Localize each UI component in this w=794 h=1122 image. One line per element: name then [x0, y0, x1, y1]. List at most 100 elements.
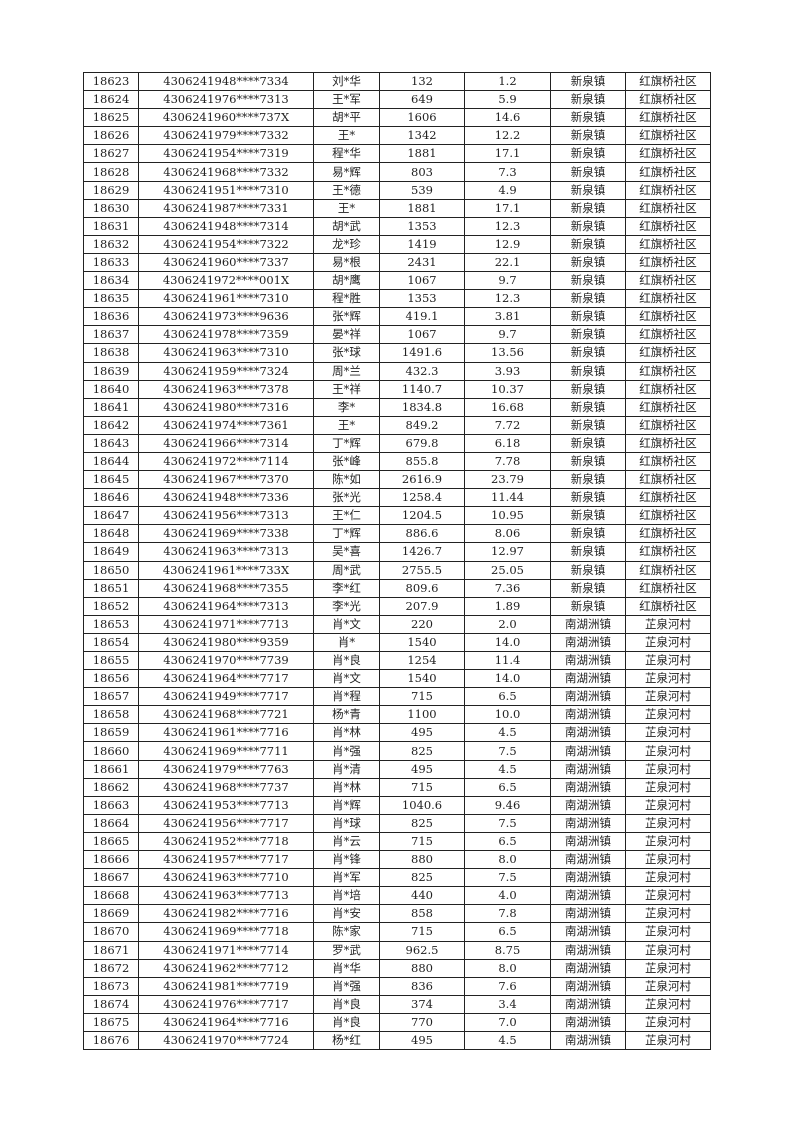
name-cell: 程*华	[313, 144, 380, 164]
name-cell: 王*祥	[313, 379, 380, 399]
id-number-cell: 4306241952****7718	[138, 831, 314, 852]
id-number-cell: 4306241953****7713	[138, 795, 314, 815]
town-cell: 新泉镇	[550, 307, 626, 327]
amount-cell: 1040.6	[379, 795, 465, 815]
name-cell: 王*德	[313, 180, 380, 200]
row-number-cell: 18635	[83, 289, 139, 309]
table-row: 18631 4306241948****7314 胡*武 1353 12.3 新泉镇 红旗桥…	[83, 216, 711, 236]
row-number-cell: 18643	[83, 433, 139, 453]
value-cell: 6.5	[464, 922, 551, 942]
row-number-cell: 18658	[83, 705, 139, 725]
town-cell: 新泉镇	[550, 560, 626, 580]
row-number-cell: 18674	[83, 994, 139, 1014]
name-cell: 易*根	[313, 252, 380, 273]
row-number-cell: 18641	[83, 397, 139, 417]
id-number-cell: 4306241954****7322	[138, 234, 314, 254]
amount-cell: 855.8	[379, 451, 465, 472]
village-cell: 红旗桥社区	[625, 180, 711, 200]
village-cell: 红旗桥社区	[625, 144, 711, 164]
town-cell: 新泉镇	[550, 90, 626, 110]
amount-cell: 880	[379, 958, 465, 978]
row-number-cell: 18640	[83, 379, 139, 399]
value-cell: 12.2	[464, 126, 551, 146]
row-number-cell: 18650	[83, 560, 139, 580]
town-cell: 新泉镇	[550, 361, 626, 381]
id-number-cell: 4306241963****7310	[138, 343, 314, 363]
village-cell: 红旗桥社区	[625, 71, 711, 92]
value-cell: 12.3	[464, 216, 551, 236]
name-cell: 杨*红	[313, 1030, 380, 1051]
village-cell: 芷泉河村	[625, 831, 711, 852]
table-row: 18638 4306241963****7310 张*球 1491.6 13.56 新泉镇…	[83, 343, 711, 363]
id-number-cell: 4306241982****7716	[138, 904, 314, 924]
town-cell: 南湖洲镇	[550, 886, 626, 906]
town-cell: 新泉镇	[550, 198, 626, 218]
row-number-cell: 18661	[83, 759, 139, 779]
amount-cell: 419.1	[379, 307, 465, 327]
row-number-cell: 18670	[83, 922, 139, 942]
id-number-cell: 4306241974****7361	[138, 415, 314, 435]
village-cell: 红旗桥社区	[625, 216, 711, 236]
value-cell: 3.93	[464, 361, 551, 381]
amount-cell: 440	[379, 886, 465, 906]
value-cell: 7.3	[464, 162, 551, 182]
name-cell: 陈*如	[313, 470, 380, 490]
table-row: 18670 4306241969****7718 陈*家 715 6.5 南湖洲镇 芷泉河村	[83, 922, 711, 942]
table-row: 18675 4306241964****7716 肖*良 770 7.0 南湖洲镇 芷泉河村	[83, 1012, 711, 1032]
value-cell: 10.0	[464, 705, 551, 725]
name-cell: 肖*辉	[313, 795, 380, 815]
value-cell: 4.5	[464, 723, 551, 743]
value-cell: 8.75	[464, 940, 551, 960]
table-row: 18624 4306241976****7313 王*军 649 5.9 新泉镇 红旗桥社区	[83, 90, 711, 110]
town-cell: 南湖洲镇	[550, 705, 626, 725]
id-number-cell: 4306241966****7314	[138, 433, 314, 453]
village-cell: 红旗桥社区	[625, 108, 711, 128]
amount-cell: 1204.5	[379, 506, 465, 526]
table-row: 18658 4306241968****7721 杨*青 1100 10.0 南湖洲镇 芷泉…	[83, 705, 711, 725]
value-cell: 7.6	[464, 976, 551, 996]
value-cell: 8.06	[464, 524, 551, 544]
town-cell: 南湖洲镇	[550, 632, 626, 653]
row-number-cell: 18649	[83, 542, 139, 562]
amount-cell: 2616.9	[379, 470, 465, 490]
id-number-cell: 4306241964****7313	[138, 596, 314, 616]
town-cell: 新泉镇	[550, 542, 626, 562]
row-number-cell: 18648	[83, 524, 139, 544]
table-row: 18642 4306241974****7361 王* 849.2 7.72 新泉镇 红旗桥…	[83, 415, 711, 435]
table-row: 18663 4306241953****7713 肖*辉 1040.6 9.46 南湖洲镇…	[83, 795, 711, 815]
id-number-cell: 4306241948****7336	[138, 488, 314, 508]
amount-cell: 679.8	[379, 433, 465, 453]
row-number-cell: 18667	[83, 868, 139, 888]
id-number-cell: 4306241951****7310	[138, 180, 314, 200]
id-number-cell: 4306241956****7313	[138, 506, 314, 526]
amount-cell: 539	[379, 180, 465, 200]
amount-cell: 220	[379, 614, 465, 634]
village-cell: 芷泉河村	[625, 614, 711, 634]
amount-cell: 962.5	[379, 940, 465, 960]
amount-cell: 1881	[379, 198, 465, 218]
amount-cell: 1353	[379, 289, 465, 309]
name-cell: 肖*军	[313, 868, 380, 888]
table-row: 18657 4306241949****7717 肖*程 715 6.5 南湖洲镇 芷泉河村	[83, 687, 711, 707]
value-cell: 6.5	[464, 777, 551, 797]
village-cell: 红旗桥社区	[625, 578, 711, 598]
village-cell: 芷泉河村	[625, 723, 711, 743]
town-cell: 南湖洲镇	[550, 958, 626, 978]
town-cell: 南湖洲镇	[550, 1030, 626, 1051]
town-cell: 南湖洲镇	[550, 614, 626, 634]
amount-cell: 495	[379, 759, 465, 779]
value-cell: 11.4	[464, 650, 551, 671]
name-cell: 张*光	[313, 488, 380, 508]
name-cell: 肖*	[313, 632, 380, 653]
table-row: 18650 4306241961****733X 周*武 2755.5 25.05 新泉镇…	[83, 560, 711, 580]
value-cell: 9.7	[464, 271, 551, 291]
village-cell: 红旗桥社区	[625, 271, 711, 291]
town-cell: 新泉镇	[550, 180, 626, 200]
town-cell: 新泉镇	[550, 325, 626, 345]
table-row: 18645 4306241967****7370 陈*如 2616.9 23.79 新泉镇…	[83, 470, 711, 490]
town-cell: 南湖洲镇	[550, 831, 626, 852]
amount-cell: 649	[379, 90, 465, 110]
row-number-cell: 18669	[83, 904, 139, 924]
village-cell: 芷泉河村	[625, 777, 711, 797]
row-number-cell: 18633	[83, 252, 139, 273]
